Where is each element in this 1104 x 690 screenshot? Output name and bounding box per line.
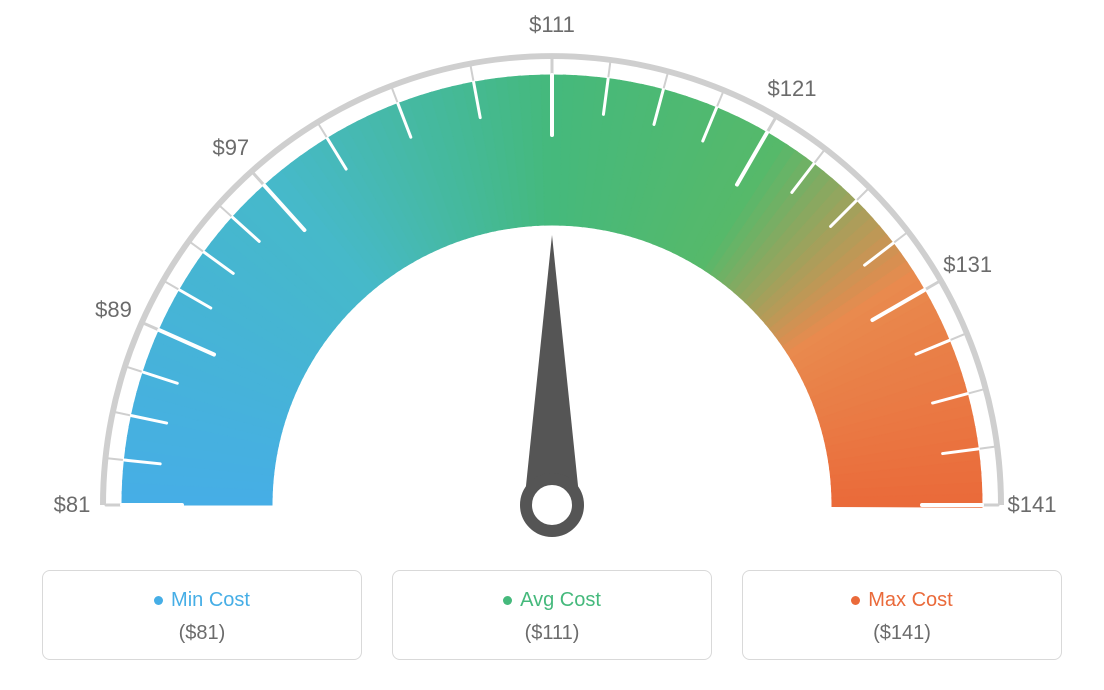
legend-title-max: Max Cost	[851, 589, 952, 612]
legend-label-avg: Avg Cost	[520, 589, 601, 612]
legend-card-avg: Avg Cost ($111)	[392, 570, 712, 660]
gauge-tick-label: $121	[768, 76, 817, 102]
gauge-tick-label: $81	[54, 492, 91, 518]
gauge-tick-label: $131	[943, 252, 992, 278]
cost-gauge: $81 $89 $97 $111 $121 $131 $141	[0, 0, 1104, 560]
legend-dot-max	[851, 596, 860, 605]
gauge-svg	[0, 0, 1104, 560]
legend-value-max: ($141)	[753, 622, 1051, 645]
legend-value-min: ($81)	[53, 622, 351, 645]
legend-card-max: Max Cost ($141)	[742, 570, 1062, 660]
cost-legend: Min Cost ($81) Avg Cost ($111) Max Cost …	[0, 570, 1104, 660]
legend-label-min: Min Cost	[171, 589, 250, 612]
legend-label-max: Max Cost	[868, 589, 952, 612]
gauge-tick-label: $97	[212, 135, 249, 161]
legend-card-min: Min Cost ($81)	[42, 570, 362, 660]
legend-dot-avg	[503, 596, 512, 605]
legend-dot-min	[154, 596, 163, 605]
gauge-tick-label: $111	[529, 12, 575, 38]
legend-title-avg: Avg Cost	[503, 589, 601, 612]
gauge-tick-label: $89	[95, 297, 132, 323]
legend-value-avg: ($111)	[403, 622, 701, 645]
gauge-tick-label: $141	[1008, 492, 1057, 518]
legend-title-min: Min Cost	[154, 589, 250, 612]
